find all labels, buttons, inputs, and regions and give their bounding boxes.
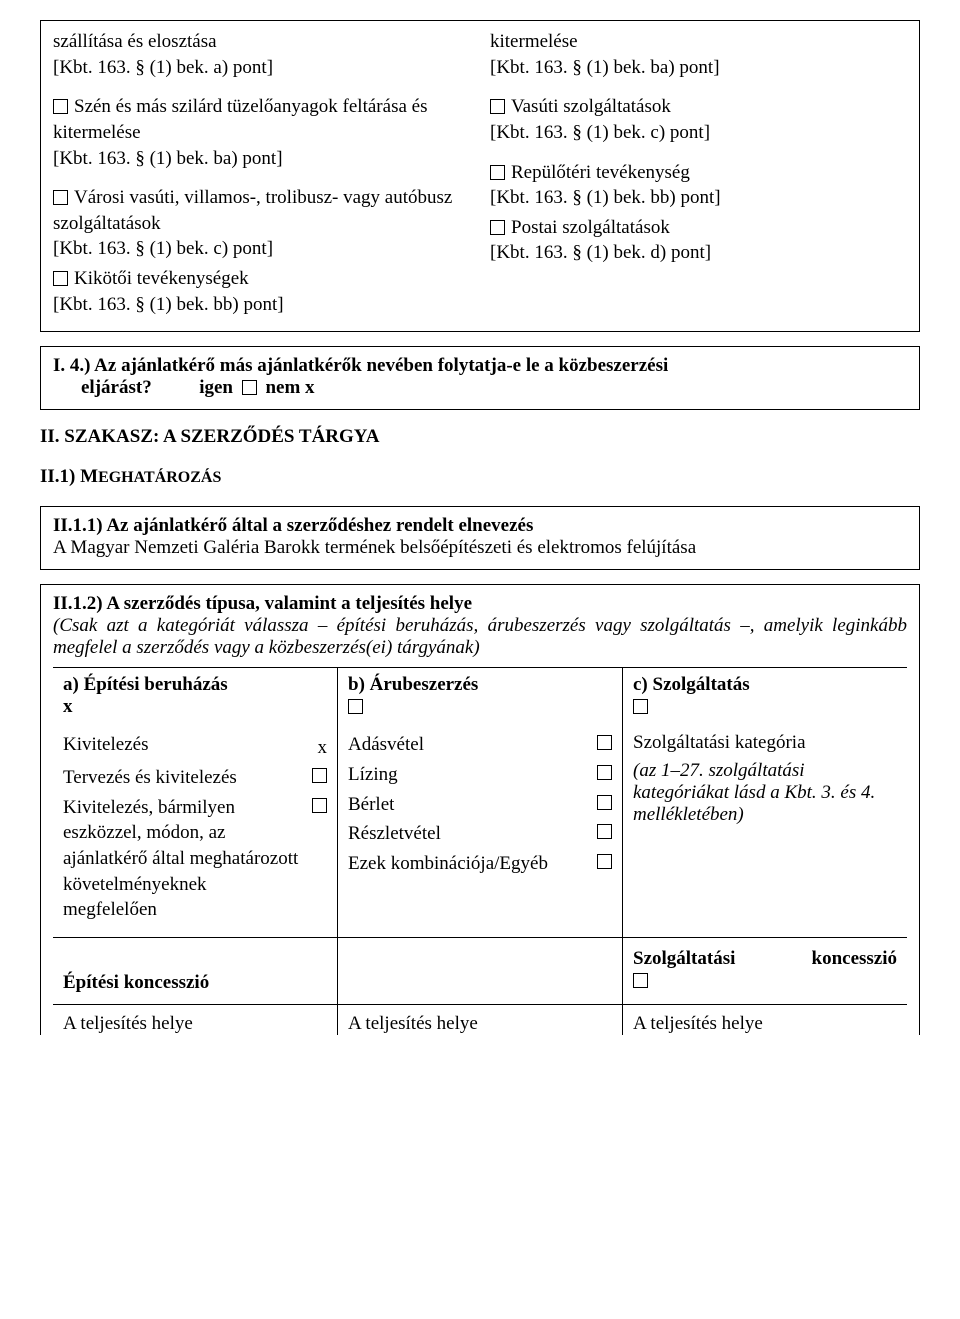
activity-text: Kikötői tevékenységek bbox=[74, 268, 249, 289]
option-row: Kivitelezés, bármilyen eszközzel, módon,… bbox=[63, 795, 327, 923]
checkbox-icon[interactable] bbox=[597, 854, 612, 869]
option-row: Lízing bbox=[348, 762, 612, 788]
activities-right-col: kitermelése [Kbt. 163. § (1) bek. ba) po… bbox=[490, 29, 907, 321]
service-category-note: (az 1–27. szolgáltatási kategóriákat lás… bbox=[633, 760, 897, 826]
activity-text: Vasúti szolgáltatások bbox=[511, 96, 671, 117]
col-a-place: A teljesítés helye bbox=[53, 1005, 337, 1035]
activity-ref: [Kbt. 163. § (1) bek. bb) pont] bbox=[53, 294, 284, 315]
col-a-header: a) Építési beruházás bbox=[63, 674, 327, 696]
ii12-box: II.1.2) A szerződés típusa, valamint a t… bbox=[40, 584, 920, 1034]
ii11-text: A Magyar Nemzeti Galéria Barokk termének… bbox=[53, 537, 907, 559]
service-category-label: Szolgáltatási kategória bbox=[633, 732, 897, 754]
activities-box: szállítása és elosztása [Kbt. 163. § (1)… bbox=[40, 20, 920, 332]
checkbox-icon[interactable] bbox=[490, 99, 505, 114]
activity-item: Városi vasúti, villamos-, trolibusz- vag… bbox=[53, 185, 470, 262]
i4-question-b: eljárást? bbox=[81, 377, 152, 398]
option-row: Részletvétel bbox=[348, 821, 612, 847]
activity-text: kitermelése bbox=[490, 31, 578, 52]
checkbox-icon[interactable] bbox=[597, 824, 612, 839]
option-label: Adásvétel bbox=[348, 732, 589, 758]
col-a: a) Építési beruházás x Kivitelezés x Ter… bbox=[53, 668, 337, 936]
option-label: Kivitelezés, bármilyen eszközzel, módon,… bbox=[63, 795, 304, 923]
col-a-mark: x bbox=[63, 696, 327, 718]
ii11-title: II.1.1) Az ajánlatkérő által a szerződés… bbox=[53, 515, 907, 537]
activity-ref: [Kbt. 163. § (1) bek. d) pont] bbox=[490, 242, 711, 263]
option-label: Tervezés és kivitelezés bbox=[63, 765, 304, 791]
option-row: Bérlet bbox=[348, 792, 612, 818]
service-concession: Szolgáltatási koncesszió bbox=[633, 948, 897, 970]
col-a-concession: Építési koncesszió bbox=[53, 938, 337, 1004]
activity-text: Repülőtéri tevékenység bbox=[511, 162, 690, 183]
checkbox-icon[interactable] bbox=[348, 699, 363, 714]
col-c-place: A teljesítés helye bbox=[622, 1005, 907, 1035]
activity-ref: [Kbt. 163. § (1) bek. ba) pont] bbox=[490, 57, 720, 78]
activity-text: Postai szolgáltatások bbox=[511, 217, 670, 238]
col-c: c) Szolgáltatás Szolgáltatási kategória … bbox=[622, 668, 907, 936]
col-c-concession: Szolgáltatási koncesszió bbox=[622, 938, 907, 1004]
igen-label: igen bbox=[199, 377, 233, 398]
checkbox-icon[interactable] bbox=[242, 380, 257, 395]
checkbox-icon[interactable] bbox=[597, 765, 612, 780]
ii11-box: II.1.1) Az ajánlatkérő által a szerződés… bbox=[40, 506, 920, 570]
activity-ref: [Kbt. 163. § (1) bek. c) pont] bbox=[490, 122, 710, 143]
checkbox-icon[interactable] bbox=[53, 271, 68, 286]
col-c-header: c) Szolgáltatás bbox=[633, 674, 897, 696]
activity-item: szállítása és elosztása [Kbt. 163. § (1)… bbox=[53, 29, 470, 80]
col-b-header: b) Árubeszerzés bbox=[348, 674, 612, 696]
ii1-suffix: EGHATÁROZÁS bbox=[98, 469, 221, 486]
ii12-title: II.1.2) A szerződés típusa, valamint a t… bbox=[53, 593, 907, 615]
concession-row: Építési koncesszió Szolgáltatási koncess… bbox=[53, 937, 907, 1004]
activity-item: kitermelése [Kbt. 163. § (1) bek. ba) po… bbox=[490, 29, 907, 80]
checkbox-icon[interactable] bbox=[633, 973, 648, 988]
section-ii-heading: II. SZAKASZ: A SZERZŐDÉS TÁRGYA bbox=[40, 426, 920, 448]
checkbox-icon[interactable] bbox=[53, 99, 68, 114]
checkbox-icon[interactable] bbox=[490, 220, 505, 235]
col-b-concession bbox=[337, 938, 622, 1004]
option-label: Kivitelezés bbox=[63, 732, 310, 758]
option-row: Ezek kombinációja/Egyéb bbox=[348, 851, 612, 877]
option-mark: x bbox=[318, 735, 328, 761]
i4-box: I. 4.) Az ajánlatkérő más ajánlatkérők n… bbox=[40, 346, 920, 410]
checkbox-icon[interactable] bbox=[597, 795, 612, 810]
activity-text: Szén és más szilárd tüzelőanyagok feltár… bbox=[53, 96, 427, 143]
activity-ref: [Kbt. 163. § (1) bek. a) pont] bbox=[53, 57, 273, 78]
checkbox-icon[interactable] bbox=[312, 798, 327, 813]
activity-ref: [Kbt. 163. § (1) bek. c) pont] bbox=[53, 238, 273, 259]
option-row: Kivitelezés x bbox=[63, 732, 327, 761]
i4-question-a: I. 4.) Az ajánlatkérő más ajánlatkérők n… bbox=[53, 355, 668, 376]
nem-label: nem x bbox=[265, 377, 314, 398]
col-b-place: A teljesítés helye bbox=[337, 1005, 622, 1035]
service-concession-b: koncesszió bbox=[812, 948, 898, 970]
option-label: Ezek kombinációja/Egyéb bbox=[348, 851, 589, 877]
checkbox-icon[interactable] bbox=[312, 768, 327, 783]
col-b: b) Árubeszerzés Adásvétel Lízing Bérlet bbox=[337, 668, 622, 936]
option-label: Bérlet bbox=[348, 792, 589, 818]
contract-type-table: a) Építési beruházás x Kivitelezés x Ter… bbox=[53, 667, 907, 936]
option-row: Tervezés és kivitelezés bbox=[63, 765, 327, 791]
checkbox-icon[interactable] bbox=[490, 165, 505, 180]
checkbox-icon[interactable] bbox=[53, 190, 68, 205]
activity-item: Vasúti szolgáltatások [Kbt. 163. § (1) b… bbox=[490, 94, 907, 145]
activity-text: Városi vasúti, villamos-, trolibusz- vag… bbox=[53, 187, 452, 234]
ii12-note: (Csak azt a kategóriát válassza – építés… bbox=[53, 615, 907, 659]
activity-text: szállítása és elosztása bbox=[53, 31, 217, 52]
section-ii1-heading: II.1) MEGHATÁROZÁS bbox=[40, 466, 920, 488]
activity-item: Postai szolgáltatások [Kbt. 163. § (1) b… bbox=[490, 215, 907, 266]
place-row: A teljesítés helye A teljesítés helye A … bbox=[53, 1004, 907, 1035]
activity-item: Repülőtéri tevékenység [Kbt. 163. § (1) … bbox=[490, 160, 907, 211]
checkbox-icon[interactable] bbox=[633, 699, 648, 714]
ii1-prefix: II.1) M bbox=[40, 466, 98, 487]
option-row: Adásvétel bbox=[348, 732, 612, 758]
activities-left-col: szállítása és elosztása [Kbt. 163. § (1)… bbox=[53, 29, 470, 321]
activity-ref: [Kbt. 163. § (1) bek. ba) pont] bbox=[53, 148, 283, 169]
checkbox-icon[interactable] bbox=[597, 735, 612, 750]
activity-ref: [Kbt. 163. § (1) bek. bb) pont] bbox=[490, 187, 721, 208]
activity-item: Kikötői tevékenységek [Kbt. 163. § (1) b… bbox=[53, 266, 470, 317]
option-label: Lízing bbox=[348, 762, 589, 788]
service-concession-a: Szolgáltatási bbox=[633, 948, 735, 970]
activity-item: Szén és más szilárd tüzelőanyagok feltár… bbox=[53, 94, 470, 171]
construction-concession: Építési koncesszió bbox=[63, 972, 327, 994]
option-label: Részletvétel bbox=[348, 821, 589, 847]
